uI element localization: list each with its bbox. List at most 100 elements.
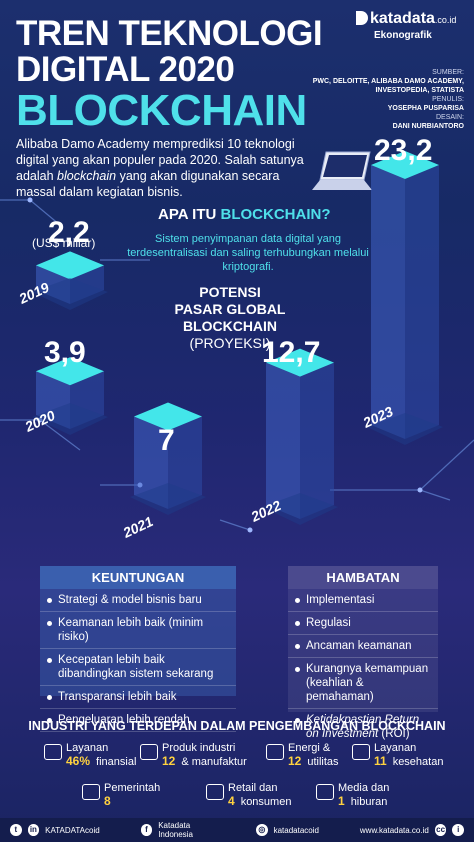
potensi-line-1: POTENSI <box>199 284 261 300</box>
hambatan-item: Regulasi <box>288 612 438 635</box>
title-line-2: DIGITAL 2020 <box>16 50 235 89</box>
intro-text-1: Alibaba Damo Academy memprediksi 10 tekn… <box>16 137 304 183</box>
brand-logo-mark-icon <box>356 11 368 25</box>
industri-item: Energi & 12 utilitas <box>266 742 339 769</box>
keuntungan-item: Kecepatan lebih baik dibandingkan sistem… <box>40 649 236 686</box>
cart-icon <box>206 784 224 800</box>
instagram-icon[interactable]: ◎ <box>256 824 268 836</box>
industri-label-1: Media dan <box>338 782 390 794</box>
linkedin-icon[interactable]: in <box>27 824 40 836</box>
industri-label-2: kesehatan <box>392 756 444 768</box>
keuntungan-list: Strategi & model bisnis baru Keamanan leb… <box>40 589 236 732</box>
industri-label-1: Energi & <box>288 742 331 754</box>
hambatan-list: Implementasi Regulasi Ancaman keamanan Kura… <box>288 589 438 709</box>
intro-paragraph: Alibaba Damo Academy memprediksi 10 tekn… <box>16 136 316 200</box>
industri-title: INDUSTRI YANG TERDEPAN DALAM PENGEMBANGA… <box>28 719 446 733</box>
what-is-highlight: BLOCKCHAIN? <box>220 206 331 223</box>
industri-item: Pemerintah 8 <box>82 782 160 809</box>
industri-label-2: finansial <box>96 756 137 768</box>
hambatan-item: Ancaman keamanan <box>288 635 438 658</box>
industri-label-1: Layanan <box>374 742 417 754</box>
bar-value-label: 23,2 <box>374 134 432 167</box>
twitter-icon[interactable]: t <box>10 824 22 836</box>
potensi-line-2: PASAR GLOBAL BLOCKCHAIN <box>174 301 286 334</box>
factory-icon <box>140 744 158 760</box>
hambatan-item: Implementasi <box>288 589 438 612</box>
industri-label-2: & manufaktur <box>181 756 247 768</box>
brand-suffix: .co.id <box>434 15 457 25</box>
bank-icon <box>44 744 62 760</box>
hambatan-item: Kurangnya kemampuan (keahlian & pemahama… <box>288 658 438 709</box>
footer-social-3[interactable]: katadatacoid <box>273 825 319 835</box>
brand-name: katadata <box>370 10 435 27</box>
industri-pct: 12 <box>162 754 176 768</box>
industri-pct: 1 <box>338 794 345 808</box>
bar-value-label: 12,7 <box>262 336 320 369</box>
health-icon <box>352 744 370 760</box>
footer-social-2[interactable]: Katadata Indonesia <box>158 821 193 839</box>
bar-base <box>367 413 443 445</box>
industri-item: Layanan 46% finansial <box>44 742 136 769</box>
brand-logo[interactable]: katadata.co.id <box>356 10 456 28</box>
bar-base <box>32 403 108 435</box>
bar-block-right <box>300 362 334 519</box>
title-line-1: TREN TEKNOLOGI <box>16 14 323 53</box>
industri-label-1: Retail dan <box>228 782 278 794</box>
keuntungan-item: Strategi & model bisnis baru <box>40 589 236 612</box>
hambatan-panel: HAMBATAN Implementasi Regulasi Ancaman kea… <box>288 566 438 740</box>
potensi-title: POTENSI PASAR GLOBAL BLOCKCHAIN (PROYEKS… <box>130 284 330 352</box>
industri-pct: 4 <box>228 794 235 808</box>
bar-block-right <box>168 416 202 509</box>
intro-italic: blockchain <box>57 169 117 183</box>
chart-unit-label: (US$ miliar) <box>32 236 96 250</box>
hambatan-title: HAMBATAN <box>288 566 438 589</box>
keuntungan-panel: KEUNTUNGAN Strategi & model bisnis baru K… <box>40 566 236 732</box>
desain-label: DESAIN: <box>435 114 464 121</box>
bar-block-top <box>36 251 104 280</box>
what-is-title: APA ITU BLOCKCHAIN? <box>158 206 331 223</box>
industri-item: Layanan 11 kesehatan <box>352 742 443 769</box>
bar-block-top <box>134 402 202 431</box>
bar-block-left <box>266 362 300 519</box>
roi-italic: Ketidakpastian Return on Investment <box>306 714 420 740</box>
hambatan-item-roi: Ketidakpastian Return on Investment (ROI… <box>288 709 438 745</box>
penulis-value: YOSEPHA PUSPARISA <box>387 105 464 112</box>
cc-icon: cc <box>434 824 447 836</box>
bar-year-label: 2022 <box>248 497 284 525</box>
keuntungan-item: Pengeluaran lebih rendah <box>40 709 236 732</box>
facebook-icon[interactable]: f <box>140 824 153 836</box>
industri-item: Media dan 1 hiburan <box>316 782 389 809</box>
keuntungan-item: Keamanan lebih baik (minim risiko) <box>40 612 236 649</box>
industri-label-1: Produk industri <box>162 742 236 754</box>
bar-year-label: 2019 <box>16 279 52 307</box>
by-icon: i <box>452 824 464 836</box>
what-is-prefix: APA ITU <box>158 206 221 223</box>
what-is-description: Sistem penyimpanan data digital yang ter… <box>127 233 369 273</box>
bar-value-label: 3,9 <box>44 336 86 369</box>
intro-text-2: yang akan digunakan secara massal dalam … <box>16 169 280 199</box>
bar-block-top <box>36 357 104 386</box>
footer: t in KATADATAcoid f Katadata Indonesia ◎… <box>0 818 474 842</box>
industri-pct: 11 <box>374 754 387 768</box>
industri-pct: 12 <box>288 754 302 768</box>
bar-block-top <box>371 151 439 179</box>
bar-base <box>32 278 108 310</box>
footer-website[interactable]: www.katadata.co.id <box>359 825 429 835</box>
bar-block-left <box>134 416 168 509</box>
credits: SUMBER: PWC, DELOITTE, ALIBABA DAMO ACAD… <box>294 68 464 131</box>
energy-icon <box>266 744 284 760</box>
bar-value-label: 2,2 <box>48 216 90 249</box>
industri-label-1: Layanan <box>66 742 109 754</box>
industri-item: Retail dan 4 konsumen <box>206 782 291 809</box>
industri-label-2: utilitas <box>307 756 339 768</box>
potensi-line-3: (PROYEKSI) <box>189 335 271 351</box>
keuntungan-title: KEUNTUNGAN <box>40 566 236 589</box>
bar-block-left <box>371 165 405 439</box>
bar-base <box>262 493 338 525</box>
desain-value: DANI NURBIANTORO <box>392 123 464 130</box>
footer-social-1[interactable]: KATADATAcoid <box>45 825 100 835</box>
laptop-icon <box>312 151 372 190</box>
industri-label-1: Pemerintah <box>104 782 161 794</box>
industri-label-2: hiburan <box>350 796 388 808</box>
